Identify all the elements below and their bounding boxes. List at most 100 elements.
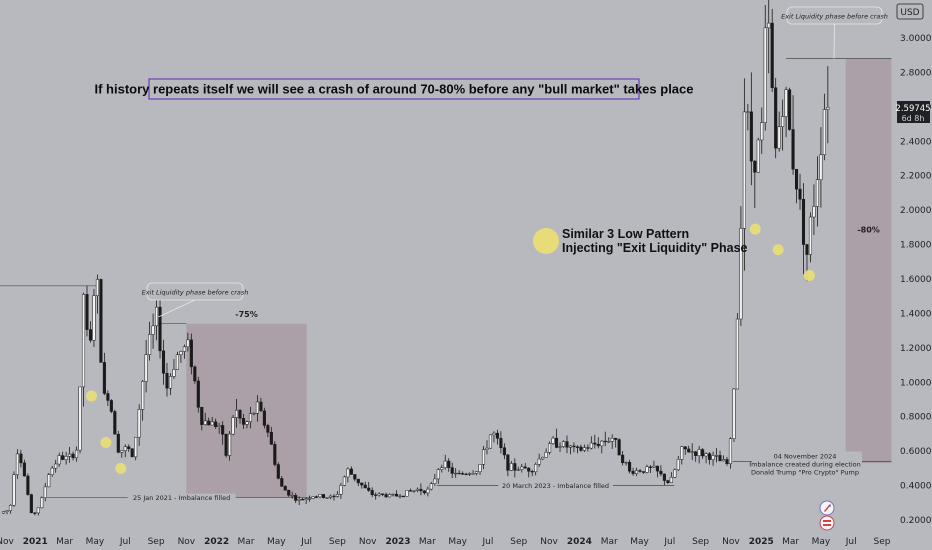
candle-body <box>551 437 555 444</box>
candle-body <box>363 484 367 489</box>
candle-body <box>408 490 413 492</box>
candle-body <box>641 471 646 473</box>
candle-body <box>401 495 406 498</box>
candle-body <box>805 244 809 255</box>
low-marker-icon <box>115 462 127 474</box>
candle-body <box>801 199 806 245</box>
candle-body <box>422 490 426 494</box>
candle-body <box>697 449 701 456</box>
candle-body <box>325 497 329 499</box>
x-tick-label: Jul <box>300 537 312 547</box>
candle-body <box>690 451 694 453</box>
rocket-icon[interactable] <box>819 500 835 516</box>
candle-body <box>753 160 757 173</box>
candle-body <box>182 346 186 352</box>
candle-body <box>450 467 454 474</box>
candle-body <box>718 455 722 462</box>
low-marker-icon <box>749 223 761 235</box>
candle-body <box>760 122 764 141</box>
candle-body <box>680 446 684 460</box>
currency-badge[interactable] <box>896 3 924 20</box>
candle-body <box>822 109 826 156</box>
exit-liquidity-2025-label: Exit Liquidity phase before crash <box>781 13 888 21</box>
candle-body <box>88 329 93 341</box>
x-tick-label: Mar <box>782 537 799 547</box>
candle-body <box>377 493 381 496</box>
election-note-bg <box>752 451 862 480</box>
candle-body <box>43 486 47 499</box>
candle-body <box>294 495 298 501</box>
candle-body <box>33 512 37 514</box>
candle-body <box>464 473 468 476</box>
x-tick-label: Sep <box>692 537 709 547</box>
candle-body <box>172 369 176 377</box>
candle-body <box>241 418 246 425</box>
candle-body <box>5 510 9 512</box>
candle-body <box>454 472 458 475</box>
x-tick-label: 2021 <box>23 537 48 547</box>
candle-body <box>523 466 527 469</box>
candle-body <box>509 463 513 471</box>
last-price-badge <box>897 101 930 123</box>
candle-body <box>367 487 371 491</box>
candle-body <box>360 482 364 486</box>
candle-body <box>798 188 802 200</box>
candle-body <box>527 467 531 472</box>
candle-body <box>1 511 6 514</box>
candle-body <box>68 453 72 457</box>
candle-body <box>634 470 639 474</box>
x-tick-label: 2023 <box>386 537 411 547</box>
candle-body <box>203 420 207 425</box>
election-note-line: 04 November 2024 <box>774 452 837 460</box>
candle-body <box>589 442 593 449</box>
candle-body <box>461 473 465 475</box>
headline-box <box>148 78 640 100</box>
candle-body <box>579 446 583 451</box>
candle-body <box>85 294 89 330</box>
candle-body <box>652 465 656 468</box>
low-marker-icon <box>803 270 815 282</box>
x-tick-label: 2024 <box>567 537 592 547</box>
x-tick-label: 2022 <box>204 537 229 547</box>
currency-label: USD <box>900 8 919 18</box>
candle-body <box>555 437 559 448</box>
candle-body <box>415 488 419 491</box>
candle-body <box>788 89 792 130</box>
candle-body <box>328 495 333 498</box>
candle-body <box>701 449 705 457</box>
candle-body <box>694 451 698 456</box>
candle-body <box>513 463 517 471</box>
candle-body <box>725 459 729 465</box>
candle-body <box>669 477 673 483</box>
candle-body <box>15 453 19 476</box>
candle-body <box>687 448 691 453</box>
candle-body <box>600 440 604 447</box>
x-tick-label: Mar <box>601 537 618 547</box>
candle-body <box>624 462 628 464</box>
headline-text: If history repeats itself we will see a … <box>95 82 694 97</box>
candle-body <box>109 400 113 412</box>
candle-body <box>207 420 211 426</box>
x-tick-label: Jul <box>663 537 675 547</box>
candle-body <box>475 471 479 474</box>
candle-body <box>287 489 291 496</box>
candle-body <box>339 485 343 495</box>
x-tick-label: Nov <box>178 537 196 547</box>
y-tick-label: 0.20000 <box>900 516 932 526</box>
candle-body <box>374 494 378 496</box>
imbalance-label-bg <box>127 493 236 502</box>
candle-body <box>238 409 242 419</box>
drop-zone <box>845 58 892 464</box>
candle-body <box>304 498 308 501</box>
y-tick-label: 2.20000 <box>900 172 932 182</box>
candle-body <box>259 401 263 412</box>
candle-body <box>141 381 145 410</box>
candle-body <box>561 441 566 447</box>
flag-emoji-icon[interactable] <box>819 515 835 531</box>
candle-body <box>391 493 395 496</box>
candle-body <box>40 497 44 509</box>
candle-body <box>614 437 618 440</box>
